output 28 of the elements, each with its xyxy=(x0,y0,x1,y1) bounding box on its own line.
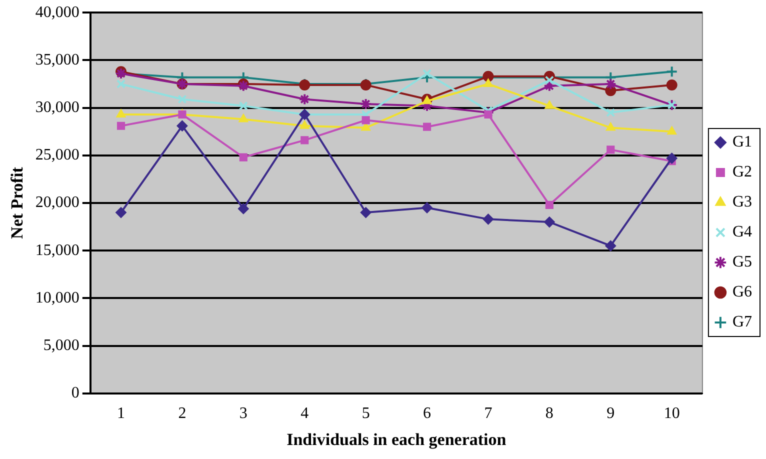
y-tick-label: 20,000 xyxy=(35,194,80,212)
y-tick-label: 35,000 xyxy=(35,51,80,68)
x-tick-label: 2 xyxy=(178,405,186,422)
x-tick-label: 3 xyxy=(239,405,248,422)
y-tick-label: 0 xyxy=(71,384,80,402)
legend-label: G1 xyxy=(732,134,752,151)
x-tick-label: 4 xyxy=(300,405,309,422)
y-tick-label: 10,000 xyxy=(35,289,80,306)
legend-label: G3 xyxy=(732,194,752,211)
legend-label: G2 xyxy=(732,164,752,181)
x-tick-label: 1 xyxy=(117,405,125,422)
x-tick-label: 5 xyxy=(362,405,370,422)
legend-label: G4 xyxy=(732,224,752,241)
y-tick-label: 15,000 xyxy=(35,242,80,259)
y-tick-label: 5,000 xyxy=(43,337,80,354)
y-tick-label: 40,000 xyxy=(35,4,80,21)
legend-label: G6 xyxy=(732,284,752,301)
x-tick-label: 8 xyxy=(545,405,554,422)
x-axis-title: Individuals in each generation xyxy=(286,430,507,450)
x-tick-label: 9 xyxy=(606,405,615,422)
x-tick-label: 6 xyxy=(423,405,432,422)
y-tick-label: 30,000 xyxy=(35,99,80,116)
y-axis-title: Net Profit xyxy=(8,166,27,239)
y-tick-label: 25,000 xyxy=(35,146,80,164)
legend-label: G7 xyxy=(732,314,752,331)
x-tick-label: 7 xyxy=(484,405,492,422)
x-tick-label: 10 xyxy=(664,405,680,422)
legend-label: G5 xyxy=(732,254,752,271)
